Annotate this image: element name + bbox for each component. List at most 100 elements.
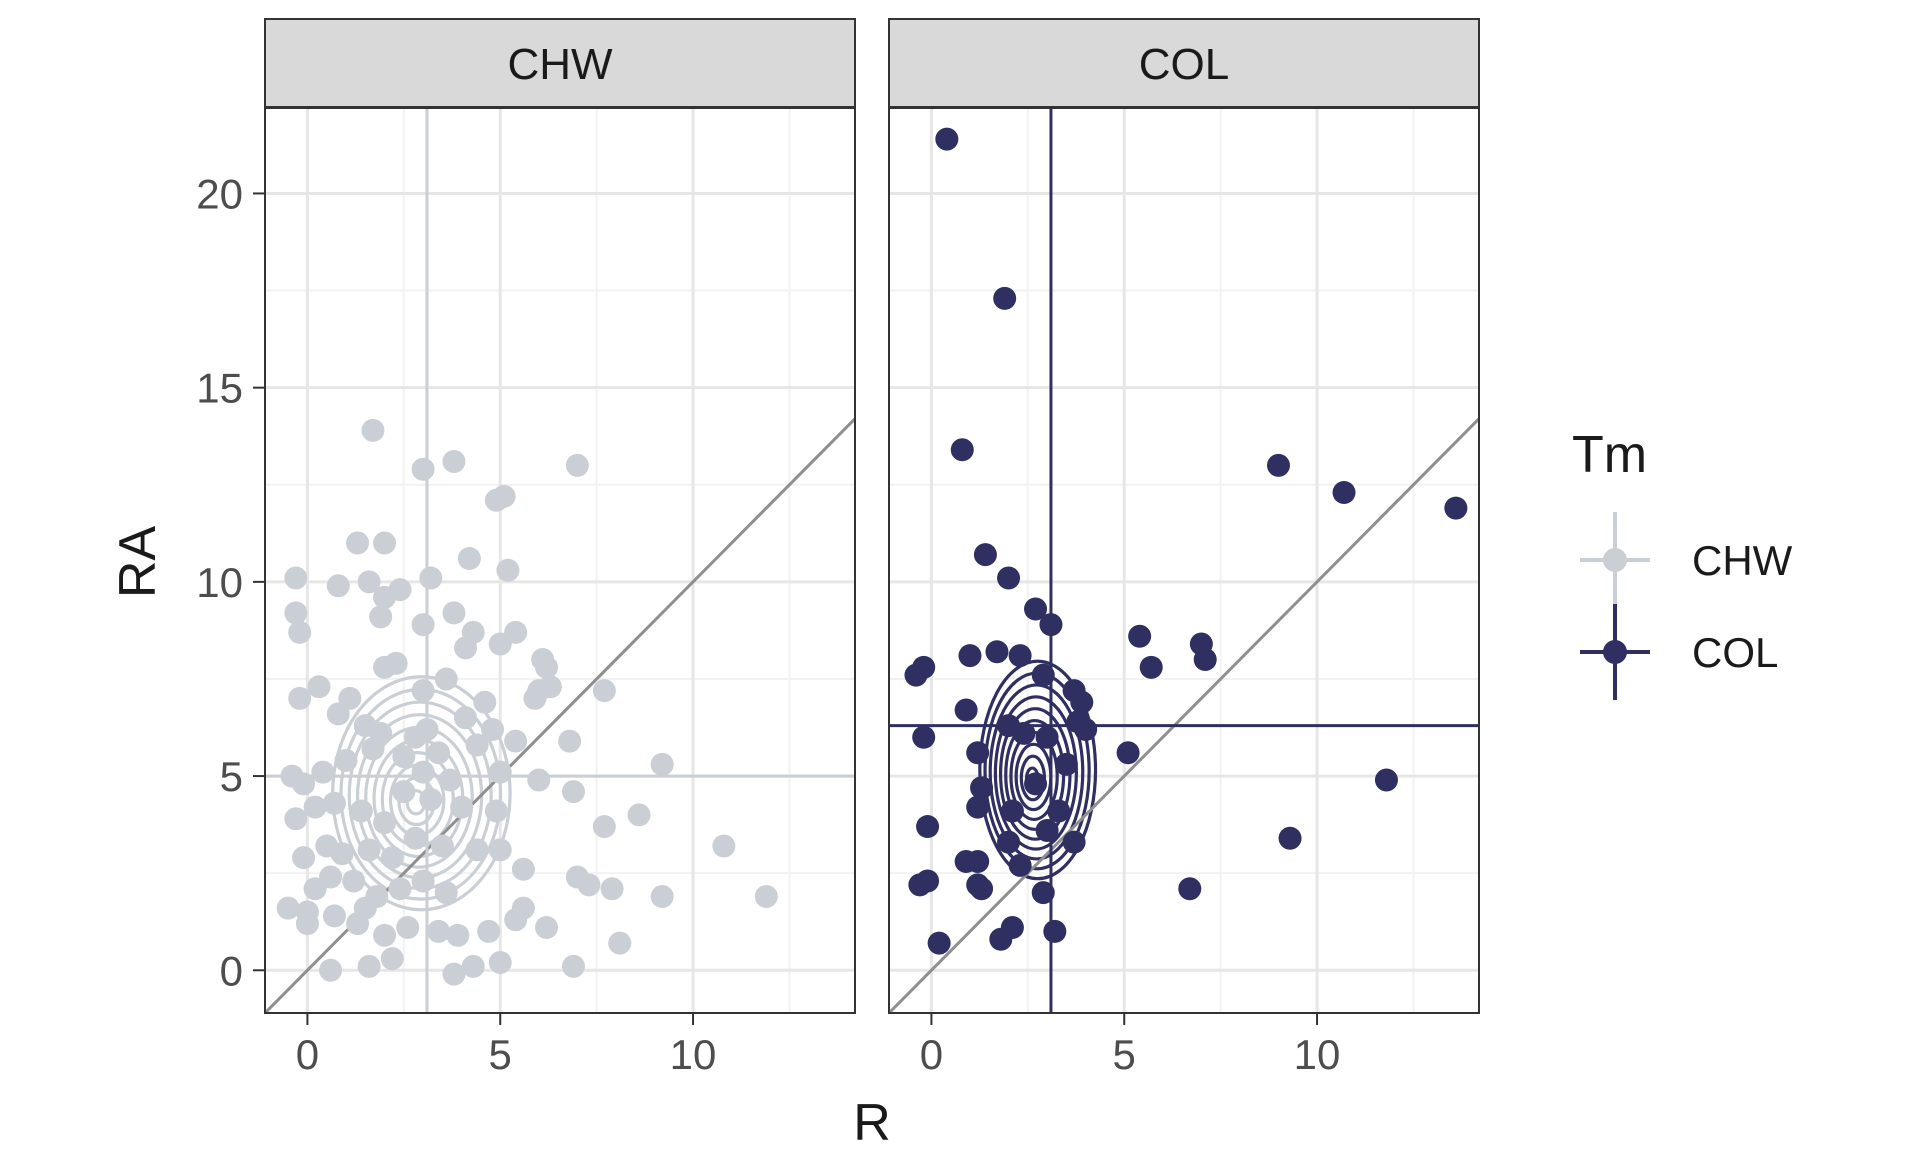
data-point [361, 737, 385, 761]
data-point [916, 869, 940, 893]
data-point [973, 543, 997, 567]
legend-label-chw: CHW [1692, 537, 1793, 584]
data-point [650, 752, 674, 776]
data-point [380, 846, 404, 870]
data-point [373, 531, 397, 555]
data-point [970, 877, 994, 901]
data-point [349, 799, 373, 823]
data-point [322, 791, 346, 815]
data-point [357, 838, 381, 862]
data-point [411, 869, 435, 893]
y-tick-label: 10 [196, 559, 243, 606]
data-point [326, 574, 350, 598]
data-point [561, 780, 585, 804]
data-point [1332, 481, 1356, 505]
x-tick-label: 10 [670, 1031, 717, 1078]
data-point [388, 578, 412, 602]
data-point [1139, 655, 1163, 679]
data-point [1193, 648, 1217, 672]
data-point [411, 679, 435, 703]
data-point [1012, 721, 1036, 745]
data-point [430, 834, 454, 858]
strip-label-col: COL [1139, 40, 1229, 89]
data-point [511, 896, 535, 920]
data-point [561, 954, 585, 978]
data-point [442, 962, 466, 986]
data-point [484, 799, 508, 823]
data-point [388, 877, 412, 901]
data-point [592, 815, 616, 839]
data-point [373, 811, 397, 835]
data-point [403, 826, 427, 850]
data-point [577, 873, 601, 897]
identity-line [889, 417, 1479, 1013]
data-point [916, 815, 940, 839]
strip-label-chw: CHW [507, 40, 613, 89]
data-point [608, 931, 632, 955]
data-point [311, 760, 335, 784]
y-axis-title: RA [109, 526, 167, 599]
y-tick-label: 5 [220, 753, 243, 800]
strip-col [888, 18, 1480, 108]
data-point [419, 566, 443, 590]
panel-col [888, 107, 1480, 1014]
data-point [284, 807, 308, 831]
y-tick-label: 0 [220, 947, 243, 994]
data-point [1035, 818, 1059, 842]
data-point [1266, 453, 1290, 477]
data-point [334, 749, 358, 773]
legend-key-col [1580, 604, 1650, 700]
data-point [346, 531, 370, 555]
data-point [488, 760, 512, 784]
data-point [527, 768, 551, 792]
data-point [558, 729, 582, 753]
data-point [997, 830, 1021, 854]
data-point [1000, 916, 1024, 940]
x-tick-label: 0 [920, 1031, 943, 1078]
data-point [457, 547, 481, 571]
data-point [754, 884, 778, 908]
data-point [322, 904, 346, 928]
data-point [966, 741, 990, 765]
data-point [492, 484, 516, 508]
data-point [1043, 919, 1067, 943]
data-point [1374, 768, 1398, 792]
data-point [488, 951, 512, 975]
data-point [488, 838, 512, 862]
data-point [330, 842, 354, 866]
data-point [627, 803, 651, 827]
y-tick-label: 20 [196, 170, 243, 217]
data-point [361, 418, 385, 442]
data-point [434, 881, 458, 905]
data-point [276, 896, 300, 920]
panel-background [265, 108, 855, 1013]
legend: Tm CHW COL [1572, 426, 1793, 700]
legend-key-chw [1580, 512, 1650, 608]
strip-chw [264, 18, 856, 108]
data-point [442, 601, 466, 625]
data-point [997, 566, 1021, 590]
data-point [1008, 853, 1032, 877]
data-point [373, 923, 397, 947]
x-tick-label: 0 [296, 1031, 319, 1078]
data-point [369, 605, 393, 629]
data-point [565, 453, 589, 477]
data-point [954, 698, 978, 722]
data-point [927, 931, 951, 955]
data-point [1070, 690, 1094, 714]
data-point [427, 741, 451, 765]
density-contour [988, 683, 1085, 861]
data-point [319, 865, 343, 889]
data-point [1024, 597, 1048, 621]
data-point [1047, 799, 1071, 823]
data-point [326, 702, 350, 726]
data-point [912, 655, 936, 679]
data-point [1039, 613, 1063, 637]
data-point [380, 947, 404, 971]
data-point [357, 954, 381, 978]
x-tick-label: 5 [489, 1031, 512, 1078]
data-point [295, 912, 319, 936]
data-point [912, 725, 936, 749]
data-point [292, 846, 316, 870]
data-point [966, 850, 990, 874]
